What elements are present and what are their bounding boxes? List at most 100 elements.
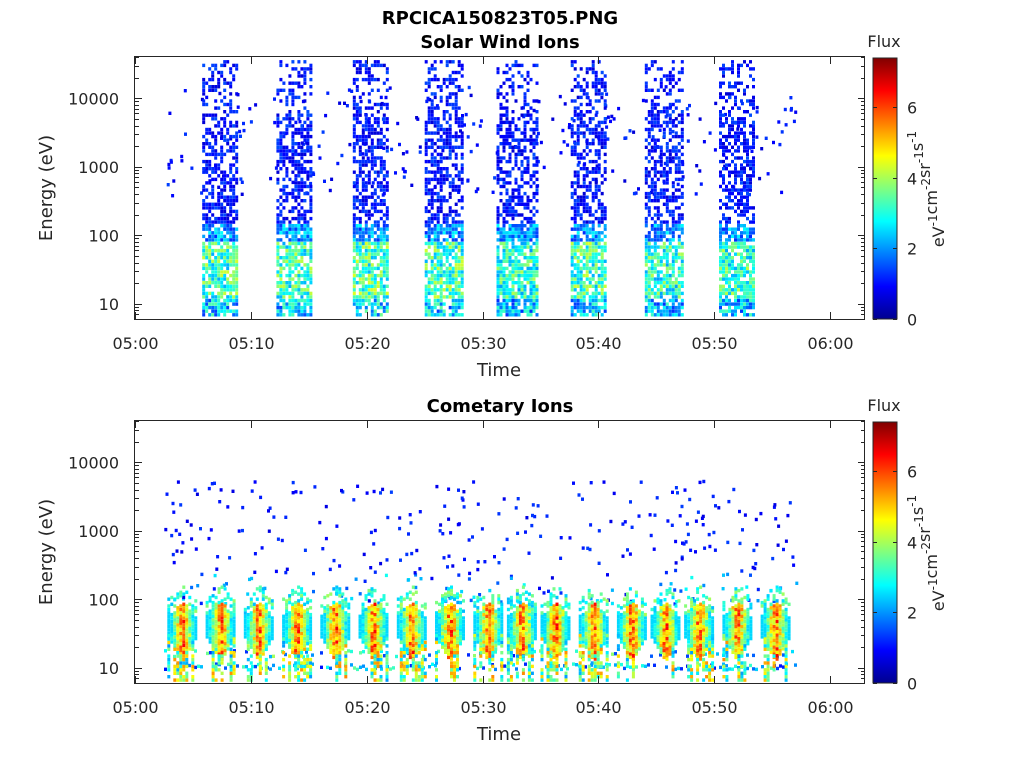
flux-cell bbox=[509, 574, 513, 579]
flux-cell bbox=[600, 174, 604, 178]
flux-cell bbox=[511, 63, 515, 68]
flux-cell bbox=[214, 216, 218, 221]
flux-cell bbox=[457, 259, 461, 263]
flux-cell bbox=[226, 181, 230, 185]
flux-cell bbox=[496, 67, 500, 71]
flux-cell bbox=[352, 270, 356, 274]
flux-cell bbox=[644, 85, 648, 89]
flux-cell bbox=[433, 60, 437, 64]
flux-cell bbox=[376, 77, 380, 82]
flux-cell bbox=[523, 288, 527, 292]
flux-cell bbox=[448, 77, 452, 82]
flux-cell bbox=[597, 202, 601, 206]
flux-cell bbox=[719, 206, 722, 210]
flux-cell bbox=[674, 134, 678, 139]
flux-cell bbox=[211, 252, 215, 256]
flux-cell bbox=[358, 224, 362, 228]
flux-cell bbox=[235, 245, 239, 249]
flux-cell bbox=[285, 248, 289, 253]
flux-cell bbox=[573, 224, 577, 228]
flux-cell bbox=[300, 74, 304, 78]
flux-cell bbox=[600, 256, 604, 260]
flux-cell bbox=[680, 117, 684, 121]
flux-cell bbox=[600, 273, 604, 278]
flux-cell bbox=[570, 184, 574, 189]
flux-cell bbox=[229, 110, 233, 114]
flux-cell bbox=[355, 309, 359, 313]
flux-cell bbox=[582, 92, 586, 96]
flux-cell bbox=[671, 129, 675, 134]
flux-cell bbox=[535, 291, 539, 296]
flux-cell bbox=[364, 188, 368, 192]
flux-cell bbox=[294, 127, 298, 132]
flux-cell bbox=[414, 585, 418, 590]
flux-cell bbox=[737, 273, 740, 278]
flux-cell bbox=[582, 313, 586, 317]
flux-cell bbox=[208, 179, 212, 183]
flux-cell bbox=[451, 313, 455, 317]
flux-cell bbox=[743, 313, 746, 317]
flux-cell bbox=[379, 63, 383, 68]
flux-cell bbox=[585, 313, 589, 317]
flux-cell bbox=[502, 259, 506, 263]
flux-cell bbox=[746, 85, 749, 89]
flux-cell bbox=[284, 570, 288, 575]
flux-cell bbox=[436, 206, 440, 210]
flux-cell bbox=[279, 281, 283, 285]
flux-cell bbox=[273, 120, 277, 125]
flux-cell bbox=[529, 106, 533, 110]
flux-cell bbox=[309, 238, 313, 242]
flux-cell bbox=[309, 281, 313, 285]
flux-cell bbox=[451, 184, 455, 189]
flux-cell bbox=[523, 138, 527, 142]
flux-cell bbox=[505, 206, 509, 210]
flux-cell bbox=[232, 74, 236, 78]
flux-cell bbox=[594, 152, 598, 157]
flux-cell bbox=[731, 241, 734, 246]
flux-cell bbox=[460, 273, 464, 278]
flux-cell bbox=[430, 63, 434, 68]
flux-cell bbox=[445, 270, 449, 274]
flux-cell bbox=[526, 195, 530, 199]
flux-cell bbox=[352, 81, 356, 85]
flux-cell bbox=[370, 277, 374, 281]
panel1-colorbar-label: eV-1cm-2sr-1s-1 bbox=[905, 131, 948, 247]
flux-cell bbox=[220, 281, 224, 285]
flux-cell bbox=[223, 213, 227, 217]
flux-cell bbox=[669, 582, 673, 586]
flux-cell bbox=[448, 113, 452, 117]
flux-cell bbox=[439, 266, 443, 271]
flux-cell bbox=[367, 298, 371, 303]
flux-cell bbox=[743, 195, 746, 199]
flux-cell bbox=[514, 195, 518, 199]
flux-cell bbox=[573, 248, 577, 253]
flux-cell bbox=[279, 99, 283, 103]
flux-cell bbox=[579, 252, 583, 256]
flux-cell bbox=[740, 163, 743, 167]
flux-cell bbox=[214, 167, 218, 171]
flux-cell bbox=[202, 77, 206, 82]
flux-cell bbox=[671, 60, 675, 64]
flux-cell bbox=[680, 60, 684, 64]
flux-cell bbox=[505, 134, 509, 139]
flux-cell bbox=[514, 188, 518, 192]
flux-cell bbox=[217, 120, 221, 125]
flux-cell bbox=[352, 149, 356, 153]
flux-cell bbox=[680, 557, 684, 561]
flux-cell bbox=[356, 484, 360, 488]
flux-cell bbox=[217, 81, 221, 85]
flux-cell bbox=[644, 259, 648, 263]
flux-cell bbox=[352, 281, 356, 285]
flux-cell bbox=[445, 284, 449, 288]
flux-cell bbox=[460, 177, 464, 182]
flux-cell bbox=[603, 159, 607, 164]
flux-cell bbox=[364, 224, 368, 228]
flux-cell bbox=[659, 85, 663, 89]
flux-cell bbox=[457, 120, 461, 125]
flux-cell bbox=[746, 163, 749, 167]
flux-cell bbox=[208, 277, 212, 281]
flux-cell bbox=[576, 142, 580, 146]
flux-cell bbox=[644, 170, 648, 174]
flux-cell bbox=[300, 163, 304, 167]
